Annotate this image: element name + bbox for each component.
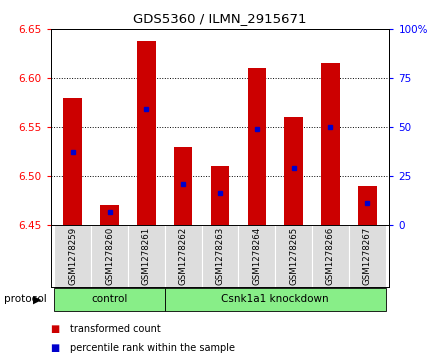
Text: GSM1278260: GSM1278260 (105, 227, 114, 285)
Text: control: control (92, 294, 128, 304)
Bar (128, 225, 165, 287)
Bar (100, 205, 119, 225)
Text: GSM1278261: GSM1278261 (142, 227, 151, 285)
Text: GSM1278266: GSM1278266 (326, 227, 335, 285)
Text: Csnk1a1 knockdown: Csnk1a1 knockdown (221, 294, 329, 304)
Bar (275, 225, 312, 287)
Bar (349, 225, 386, 287)
Text: percentile rank within the sample: percentile rank within the sample (70, 343, 235, 354)
Text: GSM1278264: GSM1278264 (252, 227, 261, 285)
Text: ■: ■ (51, 343, 60, 354)
Bar (63, 98, 82, 225)
Bar (284, 117, 303, 225)
Bar (211, 166, 229, 225)
Bar (312, 225, 349, 287)
Text: protocol: protocol (4, 294, 47, 305)
Bar (165, 225, 202, 287)
Bar (54, 288, 165, 311)
Text: transformed count: transformed count (70, 323, 161, 334)
Bar (174, 147, 192, 225)
Text: ■: ■ (51, 323, 60, 334)
Text: GSM1278262: GSM1278262 (179, 227, 188, 285)
Bar (321, 64, 340, 225)
Text: GSM1278265: GSM1278265 (289, 227, 298, 285)
Bar (54, 225, 91, 287)
Bar (137, 41, 156, 225)
Bar (238, 225, 275, 287)
Text: GSM1278267: GSM1278267 (363, 227, 372, 285)
Bar (91, 225, 128, 287)
Bar (202, 225, 238, 287)
Bar (165, 288, 386, 311)
Text: GSM1278259: GSM1278259 (68, 227, 77, 285)
Text: GSM1278263: GSM1278263 (216, 227, 224, 285)
Bar (248, 68, 266, 225)
Bar (358, 186, 377, 225)
Text: ▶: ▶ (33, 294, 42, 305)
Title: GDS5360 / ILMN_2915671: GDS5360 / ILMN_2915671 (133, 12, 307, 25)
